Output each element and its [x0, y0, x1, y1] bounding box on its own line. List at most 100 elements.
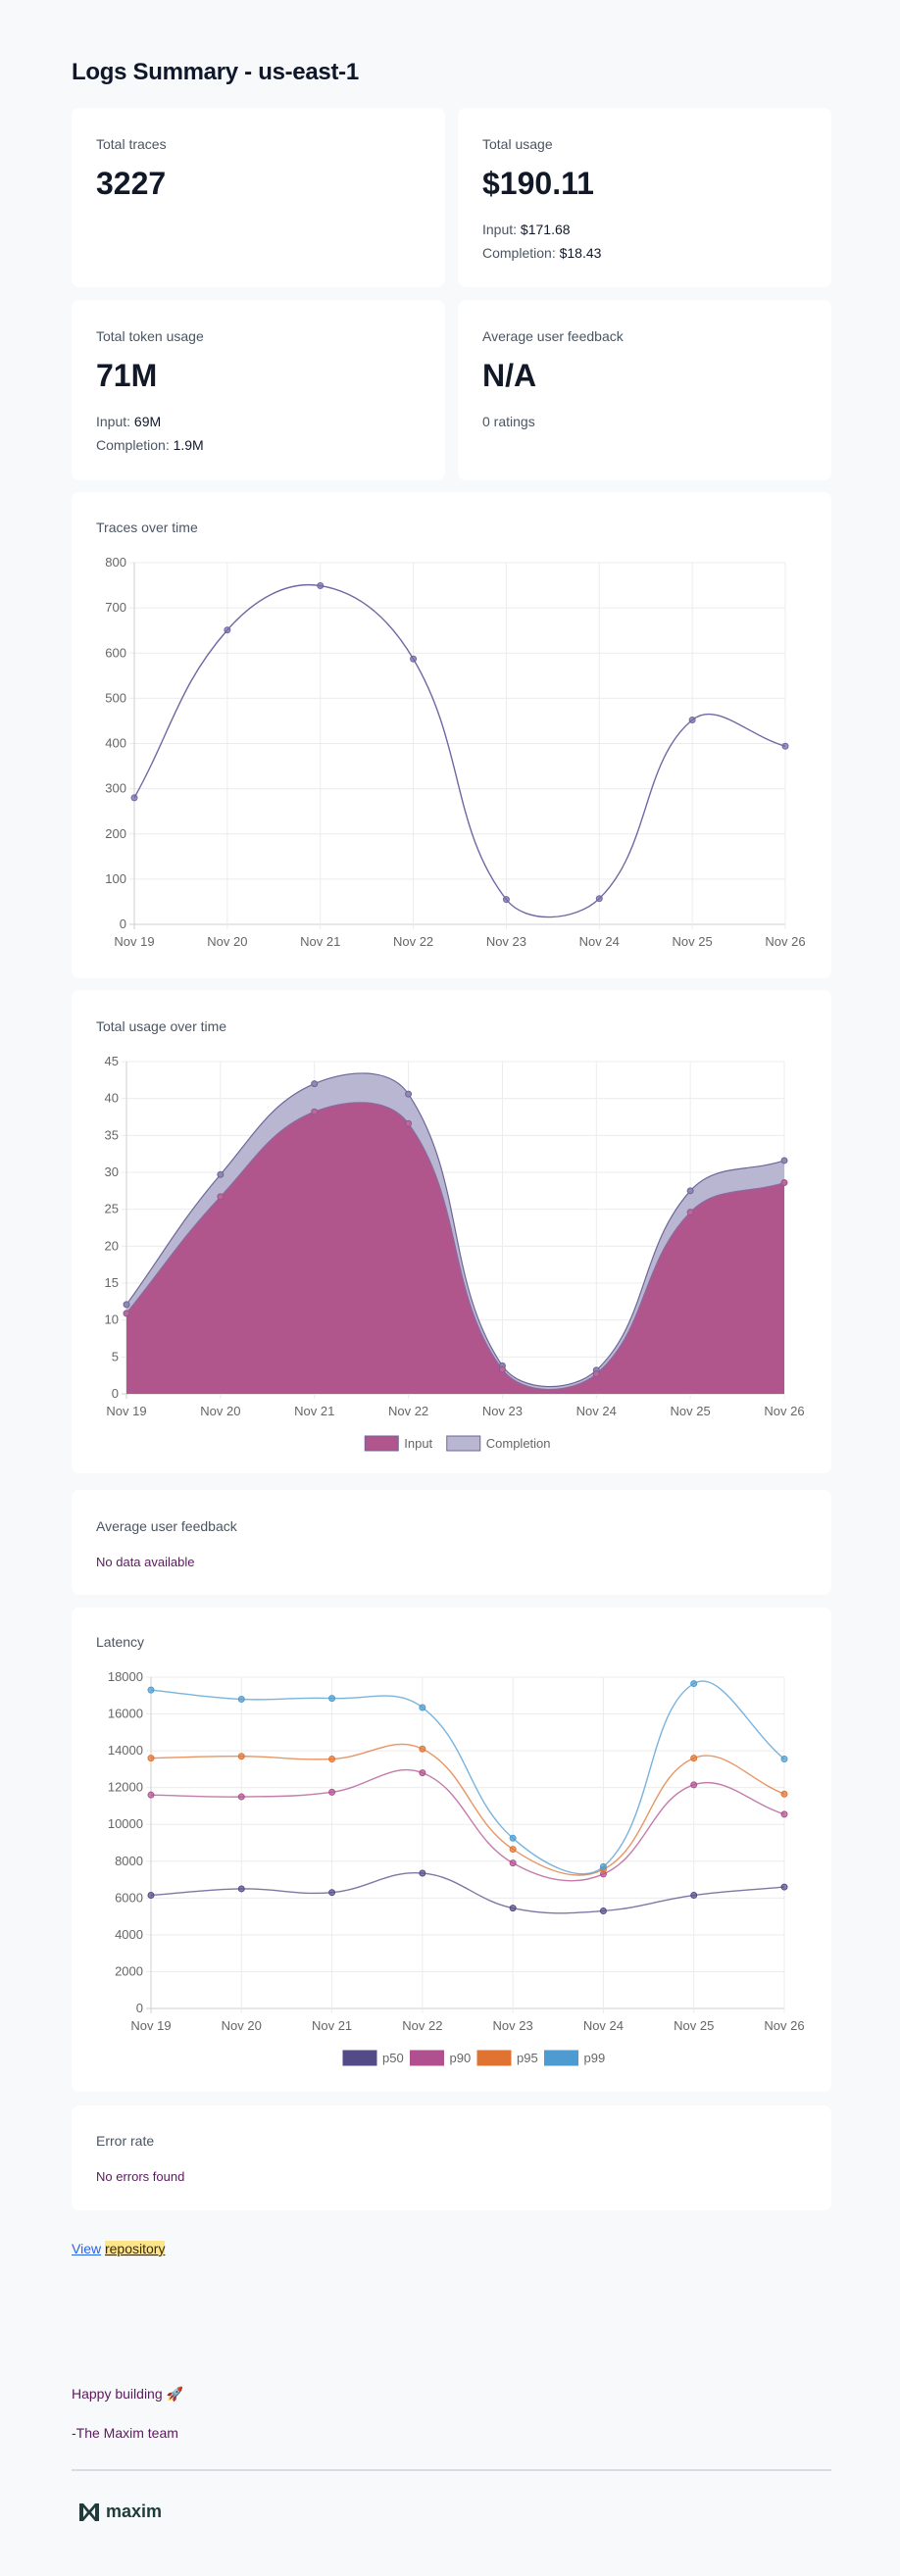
- y-tick-label: 30: [105, 1164, 119, 1179]
- legend-label-p50: p50: [382, 2051, 404, 2065]
- latency-chart-card: Latency 0 2000 4000 6000 8000 10000 12000 14000…: [72, 1608, 831, 2092]
- chart-title: Total usage over time: [96, 1018, 227, 1034]
- card-label: Average user feedback: [482, 328, 624, 344]
- data-point: [509, 1905, 517, 1912]
- data-point: [419, 1704, 426, 1711]
- traces-chart-card: Traces over time 0 100 200 300 400 500 600 700 8…: [72, 492, 831, 978]
- y-tick-label: 6000: [115, 1890, 143, 1905]
- x-tick-label: Nov 19: [106, 1404, 146, 1418]
- footer-divider: [72, 2469, 831, 2471]
- x-tick-label: Nov 22: [388, 1404, 428, 1418]
- legend-label-p99: p99: [584, 2051, 606, 2065]
- input-point: [123, 1310, 130, 1317]
- data-point: [690, 1680, 698, 1688]
- completion-tokens: Completion: 1.9M: [96, 437, 204, 453]
- input-point: [686, 1209, 694, 1216]
- x-tick-label: Nov 23: [493, 2018, 533, 2033]
- x-tick-label: Nov 20: [200, 1404, 240, 1418]
- x-tick-label: Nov 26: [765, 934, 805, 949]
- y-tick-label: 14000: [108, 1743, 143, 1758]
- total-usage-card: Total usage $190.11 Input: $171.68 Compl…: [458, 108, 831, 287]
- repository-link-text[interactable]: repository: [104, 2241, 166, 2256]
- input-tokens: Input: 69M: [96, 414, 161, 429]
- data-point: [502, 896, 510, 904]
- data-point: [224, 626, 231, 634]
- data-point: [419, 1869, 426, 1877]
- series-line-p50: [150, 1871, 785, 1914]
- card-label: Total usage: [482, 136, 553, 152]
- view-repository-link[interactable]: View repository: [72, 2241, 166, 2256]
- series-line-p90: [150, 1768, 785, 1882]
- view-link-text[interactable]: View: [72, 2241, 102, 2256]
- data-point: [419, 1769, 426, 1777]
- completion-point: [405, 1090, 413, 1098]
- y-tick-label: 45: [105, 1054, 119, 1068]
- data-point: [328, 1756, 336, 1763]
- y-tick-label: 500: [105, 690, 126, 705]
- footer-greeting: Happy building 🚀: [72, 2386, 183, 2402]
- traces-chart: 0 100 200 300 400 500 600 700 800 Nov 19 Nov 20 Nov…: [105, 555, 805, 949]
- data-point: [410, 655, 418, 663]
- legend-swatch-p50: [342, 2050, 377, 2066]
- completion-point: [780, 1157, 788, 1164]
- y-tick-label: 700: [105, 600, 126, 615]
- completion-line: [125, 1072, 785, 1388]
- completion-point: [686, 1187, 694, 1195]
- series-line-p99: [150, 1680, 785, 1875]
- x-tick-label: Nov 24: [579, 934, 620, 949]
- avg-feedback-card: Average user feedback N/A 0 ratings: [458, 300, 831, 480]
- y-tick-label: 400: [105, 736, 126, 751]
- y-tick-label: 200: [105, 826, 126, 841]
- data-point: [147, 1686, 155, 1694]
- data-point: [237, 1793, 245, 1801]
- no-data-message: No data available: [96, 1555, 195, 1569]
- section-title: Average user feedback: [96, 1518, 237, 1534]
- input-point: [217, 1193, 225, 1201]
- data-point: [595, 895, 603, 903]
- y-tick-label: 5: [112, 1349, 119, 1363]
- completion-point: [311, 1080, 319, 1088]
- data-point: [688, 717, 696, 724]
- y-tick-label: 800: [105, 555, 126, 570]
- y-tick-label: 300: [105, 781, 126, 796]
- x-tick-label: Nov 23: [482, 1404, 523, 1418]
- y-tick-label: 15: [105, 1275, 119, 1290]
- no-errors-message: No errors found: [96, 2169, 185, 2184]
- legend-label-Input: Input: [404, 1436, 432, 1451]
- data-point: [147, 1755, 155, 1762]
- data-point: [780, 1790, 788, 1798]
- legend-label-p95: p95: [517, 2051, 538, 2065]
- y-tick-label: 0: [136, 2001, 143, 2015]
- data-point: [130, 794, 138, 802]
- data-point: [419, 1745, 426, 1753]
- input-label: Input:: [96, 414, 131, 429]
- x-tick-label: Nov 23: [486, 934, 526, 949]
- logo-text: maxim: [106, 2502, 163, 2521]
- input-point: [780, 1179, 788, 1187]
- legend-swatch-Completion: [446, 1435, 481, 1452]
- input-cost: Input: $171.68: [482, 222, 571, 237]
- y-tick-label: 40: [105, 1091, 119, 1106]
- usage-chart-card: Total usage over time 0 5 10 15 20 25 30 35 40 45…: [72, 990, 831, 1473]
- data-point: [237, 1753, 245, 1760]
- x-tick-label: Nov 24: [583, 2018, 624, 2033]
- legend-label-Completion: Completion: [486, 1436, 551, 1451]
- x-tick-label: Nov 25: [673, 934, 713, 949]
- data-point: [328, 1695, 336, 1703]
- latency-chart: 0 2000 4000 6000 8000 10000 12000 14000 16000 180…: [108, 1669, 805, 2066]
- total-token-usage-card: Total token usage 71M Input: 69M Complet…: [72, 300, 445, 480]
- y-tick-label: 16000: [108, 1707, 143, 1721]
- y-tick-label: 25: [105, 1202, 119, 1216]
- usage-chart: 0 5 10 15 20 25 30 35 40 45 Nov 19 Nov 20 Nov 21 Nov …: [105, 1054, 805, 1452]
- section-title: Error rate: [96, 2133, 155, 2149]
- y-tick-label: 10000: [108, 1816, 143, 1831]
- data-point: [509, 1834, 517, 1842]
- chart-title: Latency: [96, 1634, 145, 1650]
- x-tick-label: Nov 22: [402, 2018, 442, 2033]
- card-value: 3227: [96, 166, 167, 201]
- y-tick-label: 0: [112, 1386, 119, 1401]
- data-point: [509, 1846, 517, 1854]
- legend-swatch-p95: [476, 2050, 512, 2066]
- card-value: 71M: [96, 358, 158, 393]
- maxim-logo: maxim: [78, 2502, 162, 2522]
